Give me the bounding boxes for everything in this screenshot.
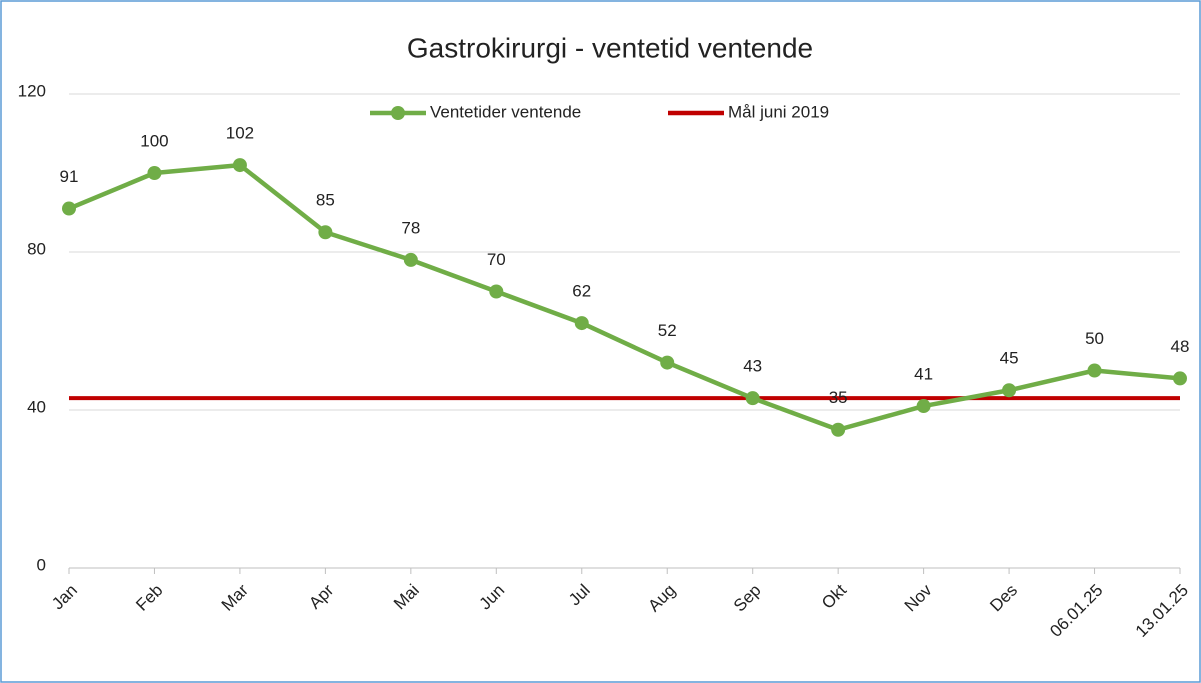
data-label: 43	[743, 357, 762, 376]
y-tick-label: 0	[37, 555, 46, 574]
data-label: 45	[1000, 349, 1019, 368]
data-label: 50	[1085, 329, 1104, 348]
data-label: 48	[1171, 337, 1190, 356]
series-line	[68, 162, 1181, 432]
point	[1087, 363, 1102, 378]
y-tick-label: 80	[27, 239, 46, 258]
legend-label: Mål juni 2019	[728, 102, 829, 121]
chart-title: Gastrokirurgi - ventetid ventende	[407, 32, 813, 63]
y-tick-label: 40	[27, 397, 46, 416]
legend-label: Ventetider ventende	[430, 102, 581, 121]
point	[1002, 383, 1017, 398]
point	[62, 201, 76, 216]
point	[147, 166, 162, 180]
data-label: 35	[829, 388, 848, 407]
point	[489, 284, 504, 299]
data-label: 70	[487, 250, 506, 269]
data-label: 100	[140, 131, 168, 150]
point	[1173, 371, 1187, 386]
point	[403, 252, 418, 267]
legend-marker	[391, 106, 405, 120]
point	[660, 355, 675, 370]
data-label: 78	[401, 218, 420, 237]
y-tick-label: 120	[18, 81, 46, 100]
data-label: 62	[572, 282, 591, 301]
data-label: 52	[658, 321, 677, 340]
data-label: 41	[914, 365, 933, 384]
data-label: 91	[60, 167, 79, 186]
point	[574, 316, 589, 331]
data-label: 85	[316, 191, 335, 210]
point	[232, 158, 247, 173]
data-label: 102	[226, 124, 254, 143]
point	[916, 399, 931, 414]
point	[318, 225, 333, 240]
point	[745, 391, 760, 406]
point	[831, 422, 846, 437]
